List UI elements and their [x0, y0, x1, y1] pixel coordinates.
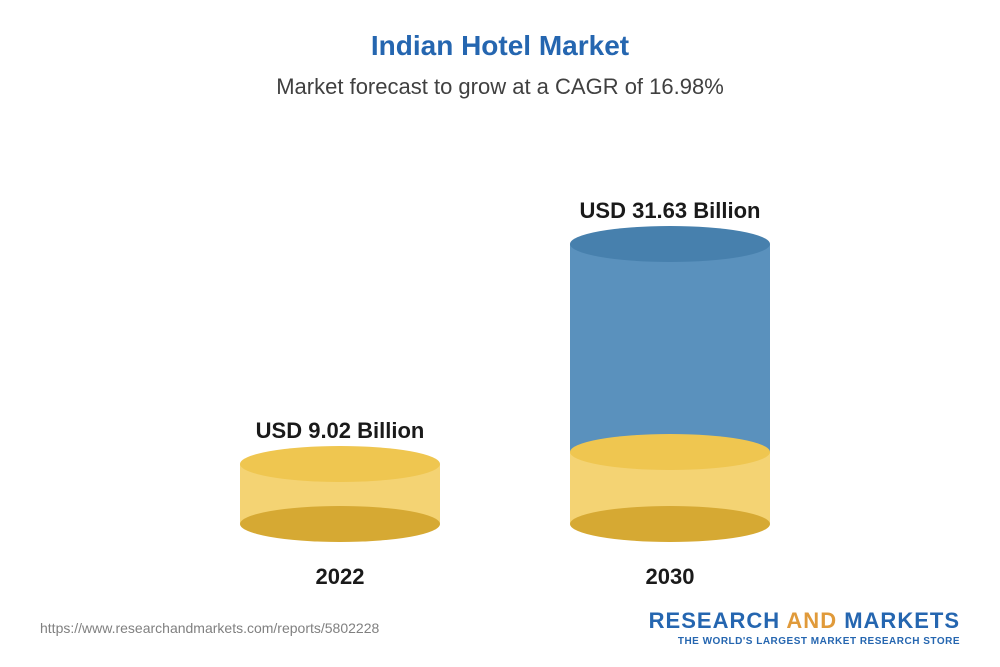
cylinder-top-ellipse [570, 226, 770, 262]
year-label: 2030 [570, 564, 770, 590]
chart-container: Indian Hotel Market Market forecast to g… [0, 0, 1000, 667]
logo-text: RESEARCH AND MARKETS [649, 608, 960, 634]
logo-word-2: AND [786, 608, 837, 633]
cylinder-top-ellipse [240, 446, 440, 482]
logo-word-3: MARKETS [844, 608, 960, 633]
chart-area: USD 9.02 Billion2022USD 31.63 Billion203… [40, 120, 960, 540]
cylinder-bottom-ellipse [240, 506, 440, 542]
source-url: https://www.researchandmarkets.com/repor… [40, 620, 379, 636]
cylinder-top-ellipse [570, 434, 770, 470]
logo-tagline: THE WORLD'S LARGEST MARKET RESEARCH STOR… [649, 636, 960, 647]
cylinder-bottom-ellipse [570, 506, 770, 542]
chart-subtitle: Market forecast to grow at a CAGR of 16.… [40, 74, 960, 100]
cylinder-2030: USD 31.63 Billion 2030 [570, 198, 770, 590]
cylinder-segment [570, 244, 770, 452]
brand-logo: RESEARCH AND MARKETS THE WORLD'S LARGEST… [649, 608, 960, 647]
chart-title: Indian Hotel Market [40, 30, 960, 62]
value-label: USD 9.02 Billion [240, 418, 440, 444]
cylinder-2022: USD 9.02 Billion 2022 [240, 418, 440, 590]
year-label: 2022 [240, 564, 440, 590]
cylinder-body [570, 244, 770, 524]
logo-word-1: RESEARCH [649, 608, 780, 633]
footer: https://www.researchandmarkets.com/repor… [40, 608, 960, 647]
cylinder-body [240, 464, 440, 524]
value-label: USD 31.63 Billion [570, 198, 770, 224]
